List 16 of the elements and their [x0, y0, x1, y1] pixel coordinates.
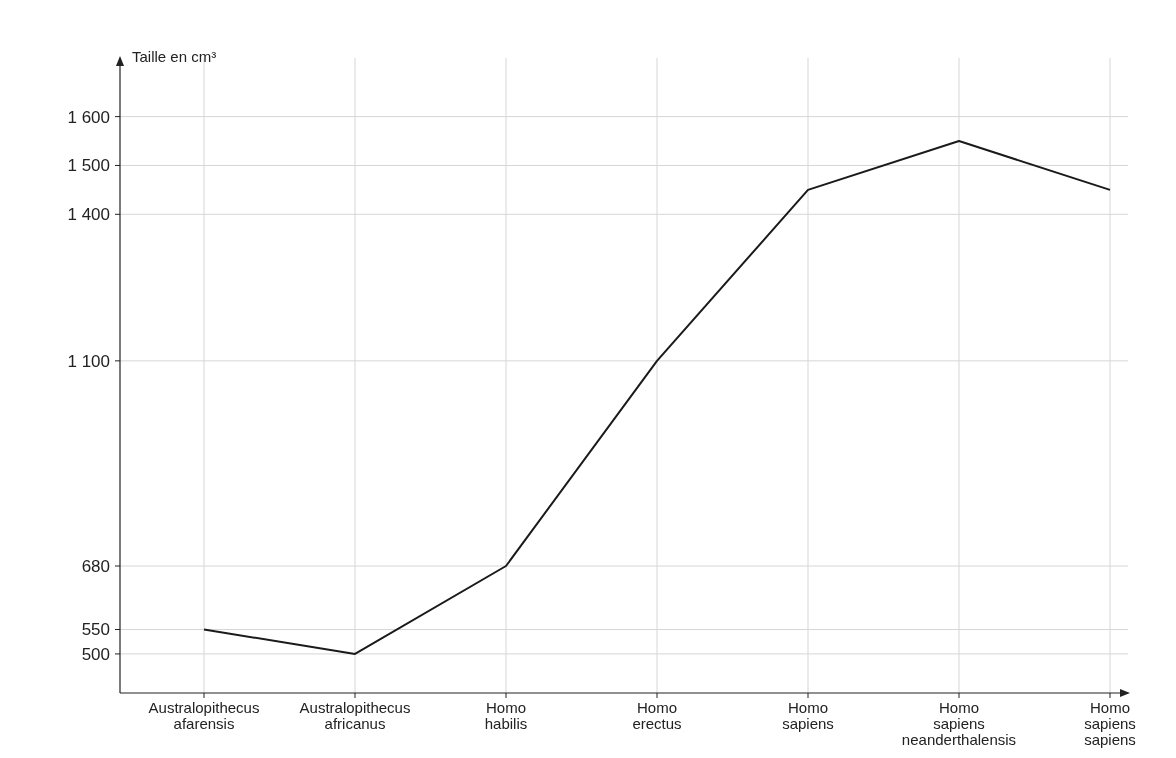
y-tick-label: 1 600	[67, 107, 110, 127]
line-series	[203, 140, 1111, 655]
y-tick-label: 680	[81, 556, 110, 576]
x-tick-label: Homo habilis	[484, 699, 528, 732]
x-tick-label: Homo sapiens neanderthalensis	[901, 699, 1017, 748]
y-axis-title: Taille en cm³	[132, 48, 217, 65]
x-tick-label: Homo erectus	[632, 699, 682, 732]
x-tick-label: Australopithecus africanus	[299, 699, 411, 732]
y-tick-label: 500	[81, 644, 110, 664]
y-tick-label: 550	[81, 620, 110, 640]
y-tick-label: 1 500	[67, 156, 110, 176]
y-tick-label: 1 400	[67, 205, 110, 225]
x-tick-label: Australopithecus afarensis	[148, 699, 260, 732]
y-tick-label: 1 100	[67, 351, 110, 371]
x-tick-label: Homo sapiens sapiens	[1084, 699, 1136, 748]
x-tick-label: Homo sapiens	[782, 699, 834, 732]
